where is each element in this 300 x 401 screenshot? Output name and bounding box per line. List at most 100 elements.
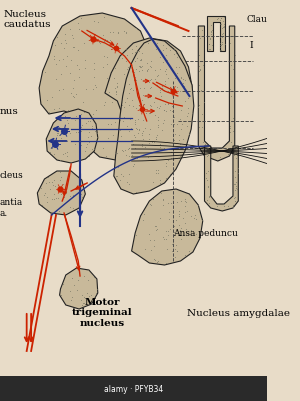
Point xyxy=(83,65,88,71)
Point xyxy=(230,146,235,152)
Point xyxy=(123,30,128,36)
Point xyxy=(222,41,227,47)
Point xyxy=(155,40,160,47)
Point xyxy=(59,128,64,134)
Point xyxy=(176,132,181,138)
Point xyxy=(163,162,168,169)
Point xyxy=(154,226,159,233)
Point xyxy=(232,194,237,200)
Point xyxy=(140,50,145,57)
Point xyxy=(51,196,56,202)
Point xyxy=(219,15,224,21)
Point xyxy=(221,21,226,27)
Point xyxy=(95,134,100,140)
Point xyxy=(174,121,179,127)
Point xyxy=(227,125,232,132)
Point xyxy=(198,87,203,94)
Point xyxy=(140,92,145,98)
Point xyxy=(102,99,107,105)
Point xyxy=(223,146,228,153)
Polygon shape xyxy=(37,171,86,215)
Point xyxy=(218,47,223,53)
Point xyxy=(164,160,168,166)
Point xyxy=(92,66,97,73)
Point xyxy=(149,103,154,109)
Text: Nucleus amygdalae: Nucleus amygdalae xyxy=(187,308,290,318)
Point xyxy=(39,185,44,191)
Point xyxy=(154,169,158,176)
Point xyxy=(132,49,137,55)
Point xyxy=(152,243,157,249)
Point xyxy=(120,102,124,109)
Point xyxy=(127,145,132,151)
Point xyxy=(187,131,192,138)
Point xyxy=(142,245,147,252)
Point xyxy=(50,94,54,101)
Point xyxy=(116,30,120,36)
Point xyxy=(192,215,197,221)
Point xyxy=(61,86,65,92)
Point xyxy=(180,136,185,142)
Point xyxy=(73,90,78,97)
Point xyxy=(158,93,163,99)
Point xyxy=(172,131,177,137)
Point xyxy=(93,145,98,151)
Point xyxy=(155,104,160,110)
Text: cleus: cleus xyxy=(0,172,24,180)
Point xyxy=(175,248,180,255)
Point xyxy=(167,216,172,222)
Point xyxy=(177,64,182,70)
Point xyxy=(178,115,182,122)
Point xyxy=(155,258,160,265)
Point xyxy=(78,128,82,134)
Point xyxy=(134,188,138,195)
Point xyxy=(105,53,110,60)
Point xyxy=(152,256,157,263)
Point xyxy=(202,141,207,147)
Point xyxy=(79,302,84,309)
Point xyxy=(92,127,97,134)
Point xyxy=(161,106,166,113)
Point xyxy=(114,88,119,95)
Point xyxy=(125,126,130,132)
Text: antia
a.: antia a. xyxy=(0,198,23,218)
Point xyxy=(68,57,73,63)
Point xyxy=(151,98,156,105)
Point xyxy=(121,148,125,154)
Point xyxy=(197,102,202,108)
Point xyxy=(226,150,230,157)
Point xyxy=(66,107,71,113)
Point xyxy=(231,204,236,211)
Point xyxy=(189,109,194,116)
Point xyxy=(159,83,164,89)
Point xyxy=(139,108,143,115)
Point xyxy=(138,56,143,63)
Point xyxy=(44,194,49,200)
Point xyxy=(133,119,138,125)
Point xyxy=(132,69,137,75)
Point xyxy=(145,67,150,73)
Point xyxy=(84,120,89,127)
Point xyxy=(196,67,201,74)
Point xyxy=(125,123,130,130)
Point xyxy=(53,61,58,67)
Point xyxy=(65,148,70,155)
Point xyxy=(62,112,67,119)
Point xyxy=(86,152,91,159)
Point xyxy=(130,103,135,109)
Point xyxy=(102,13,107,20)
Point xyxy=(52,42,57,49)
Point xyxy=(86,117,91,124)
Point xyxy=(127,81,131,87)
Point xyxy=(145,68,150,74)
Point xyxy=(208,29,213,36)
Point xyxy=(86,138,91,145)
Point xyxy=(183,203,188,210)
Point xyxy=(129,68,134,75)
Point xyxy=(78,297,83,303)
Point xyxy=(68,25,73,32)
Point xyxy=(124,152,128,159)
Point xyxy=(56,130,61,137)
Point xyxy=(161,42,166,49)
Point xyxy=(51,176,56,183)
